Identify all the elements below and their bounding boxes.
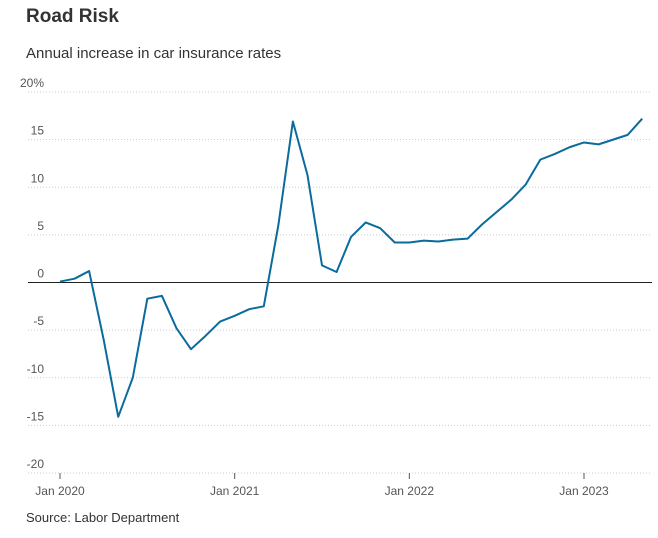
y-tick-label: 5 — [37, 219, 44, 233]
y-tick-label: 15 — [31, 124, 45, 138]
y-tick-label: 10 — [31, 171, 45, 185]
y-tick-label: 0 — [37, 267, 44, 281]
y-tick-label: -20 — [27, 457, 45, 471]
source-note: Source: Labor Department — [26, 510, 180, 525]
chart-title: Road Risk — [26, 6, 119, 27]
chart-subtitle: Annual increase in car insurance rates — [26, 45, 281, 62]
x-tick-label: Jan 2020 — [35, 484, 85, 498]
x-tick-label: Jan 2021 — [210, 484, 260, 498]
y-tick-label: 20% — [20, 76, 44, 90]
x-tick-label: Jan 2022 — [385, 484, 435, 498]
y-tick-label: -10 — [27, 362, 45, 376]
y-tick-label: -5 — [33, 314, 44, 328]
y-tick-label: -15 — [27, 409, 45, 423]
data-line — [59, 118, 643, 418]
x-tick-label: Jan 2023 — [559, 484, 609, 498]
